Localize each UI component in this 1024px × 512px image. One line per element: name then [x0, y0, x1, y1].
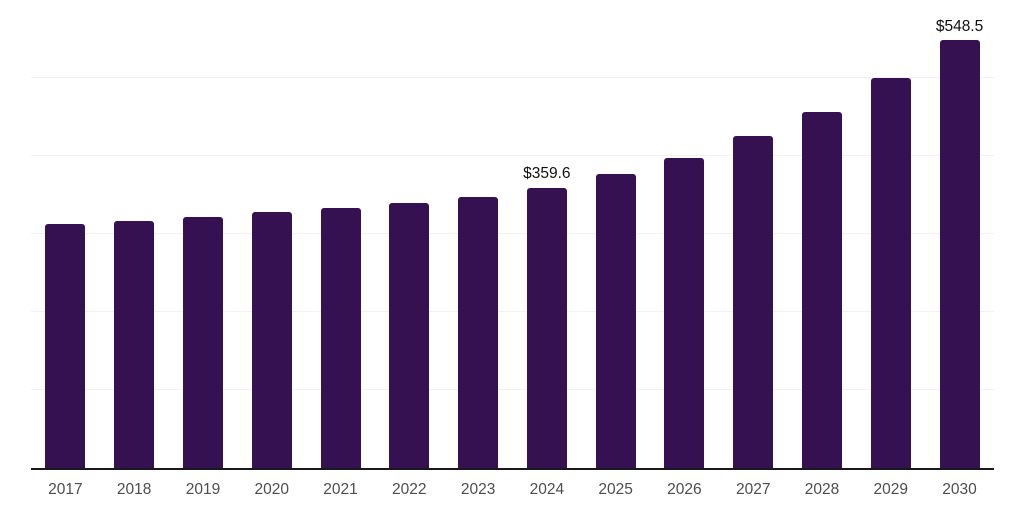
- x-tick-2021: 2021: [323, 481, 358, 498]
- bar-slot-2029: [856, 0, 925, 468]
- x-tick-2026: 2026: [667, 481, 702, 498]
- bar-2019[interactable]: [182, 216, 223, 468]
- bar-series: $359.6 $548.5: [31, 0, 994, 468]
- bar-2018[interactable]: [114, 220, 155, 468]
- x-tick-2028: 2028: [804, 481, 840, 498]
- bar-2029[interactable]: [870, 78, 911, 468]
- x-tick-2022: 2022: [392, 481, 427, 498]
- bar-slot-2025: [581, 0, 650, 468]
- bar-2030[interactable]: [939, 40, 980, 468]
- bar-slot-2018: [100, 0, 169, 468]
- value-label-2030: $548.5: [935, 17, 984, 35]
- plot-area: $359.6 $548.5: [31, 0, 994, 470]
- bar-slot-2024: $359.6: [512, 0, 581, 468]
- bar-slot-2020: [237, 0, 306, 468]
- bar-slot-2023: [444, 0, 513, 468]
- x-tick-2018: 2018: [116, 481, 152, 498]
- bar-slot-2028: [788, 0, 857, 468]
- gridline-300: [31, 233, 994, 234]
- bar-2025[interactable]: [595, 174, 636, 468]
- gridline-400: [31, 155, 994, 157]
- bar-2026[interactable]: [664, 157, 705, 468]
- bar-slot-2026: [650, 0, 719, 468]
- value-label-2024: $359.6: [523, 165, 571, 183]
- x-tick-2023: 2023: [460, 481, 496, 498]
- x-axis-labels: 2017 2018 2019 2020 2021 2022 2023 2024 2025 2026…: [31, 481, 994, 500]
- bar-2021[interactable]: [320, 208, 361, 468]
- bar-slot-2019: [169, 0, 238, 468]
- bar-slot-2027: [719, 0, 788, 468]
- bar-2017[interactable]: [45, 223, 86, 468]
- bar-2027[interactable]: [733, 136, 774, 468]
- bar-2020[interactable]: [251, 211, 292, 468]
- x-tick-2025: 2025: [598, 481, 633, 498]
- gridline-100: [31, 389, 994, 391]
- gridline-500: [31, 77, 994, 78]
- bar-2024[interactable]: [526, 187, 567, 468]
- bar-slot-2017: [31, 0, 100, 468]
- bar-2022[interactable]: [389, 203, 430, 468]
- bar-2028[interactable]: [801, 111, 842, 468]
- x-tick-2017: 2017: [48, 481, 83, 498]
- bar-slot-2022: [375, 0, 444, 468]
- x-tick-2019: 2019: [185, 481, 221, 498]
- bar-slot-2021: [306, 0, 375, 468]
- gridline-200: [31, 311, 994, 313]
- x-tick-2020: 2020: [254, 481, 289, 498]
- x-tick-2024: 2024: [529, 481, 565, 498]
- x-tick-2027: 2027: [735, 481, 771, 498]
- bar-slot-2030: $548.5: [925, 0, 994, 468]
- x-tick-2030: 2030: [942, 481, 977, 498]
- bar-2023[interactable]: [458, 196, 499, 468]
- x-tick-2029: 2029: [873, 481, 908, 498]
